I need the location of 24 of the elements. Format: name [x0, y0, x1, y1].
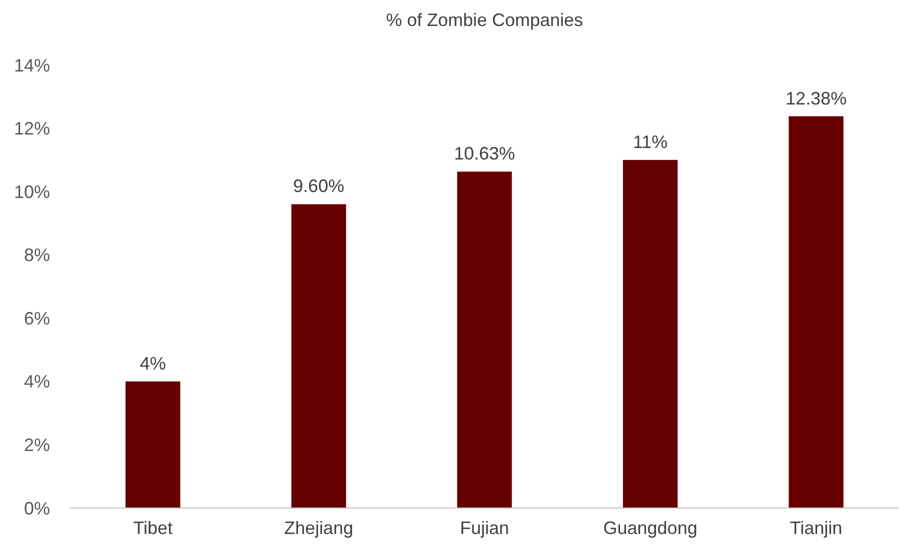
y-tick-label: 8% — [24, 245, 50, 266]
bar — [788, 116, 844, 508]
chart-title: % of Zombie Companies — [386, 10, 584, 30]
y-tick-label: 14% — [14, 55, 50, 76]
data-label: 12.38% — [786, 88, 847, 108]
data-label: 11% — [632, 132, 668, 152]
bar — [291, 204, 346, 508]
data-label: 9.60% — [293, 176, 344, 196]
y-tick-label: 10% — [14, 182, 50, 202]
x-tick-label: Zhejiang — [284, 518, 354, 538]
bar — [622, 160, 678, 508]
y-tick-label: 6% — [24, 308, 50, 328]
data-label: 4% — [140, 353, 166, 374]
x-tick-label: Guangdong — [603, 518, 698, 538]
y-tick-label: 0% — [24, 498, 50, 518]
data-label: 10.63% — [454, 144, 516, 164]
x-tick-label: Fujian — [460, 518, 510, 538]
y-tick-label: 4% — [24, 372, 50, 392]
y-tick-label: 12% — [14, 118, 50, 139]
bar — [126, 381, 180, 508]
x-tick-label: Tianjin — [790, 518, 842, 538]
y-tick-label: 2% — [24, 435, 50, 456]
bar — [457, 172, 512, 508]
x-tick-label: Tibet — [133, 518, 173, 538]
